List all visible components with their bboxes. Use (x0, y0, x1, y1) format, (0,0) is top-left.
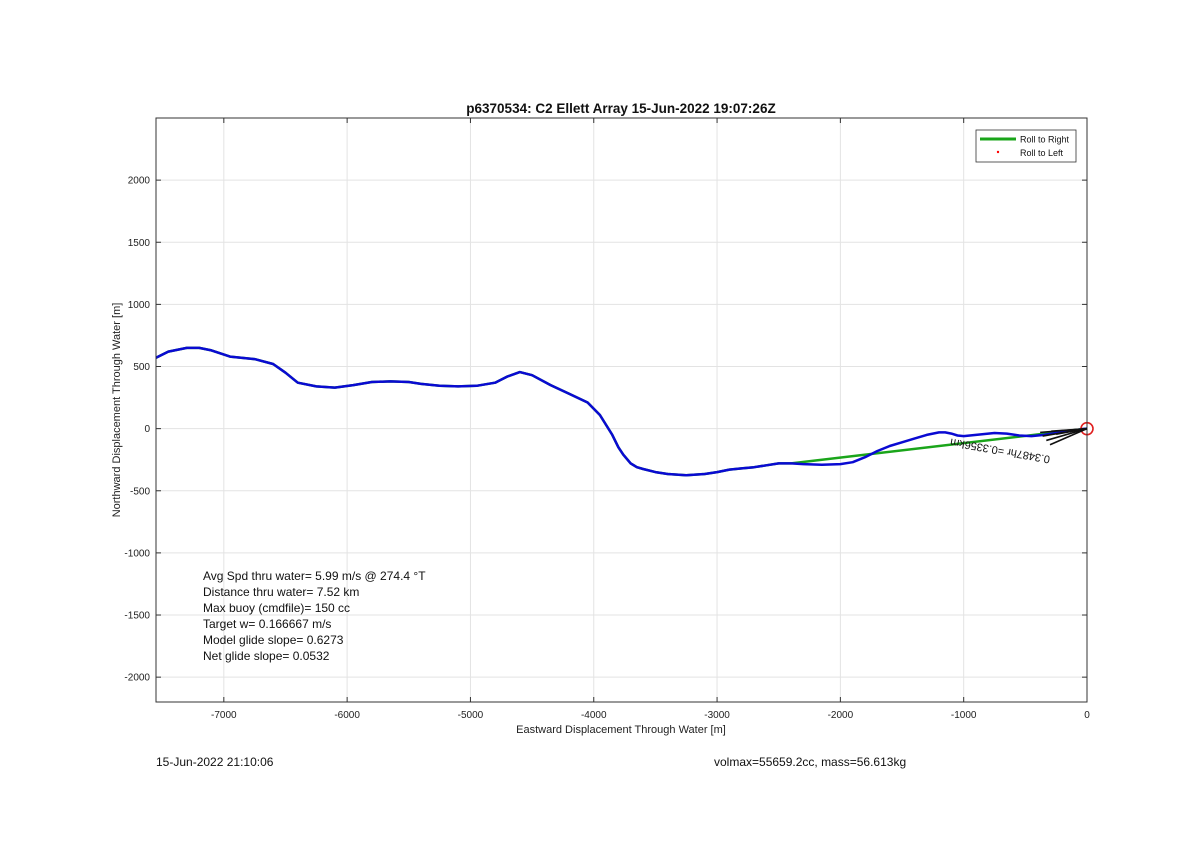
y-tick-label: 500 (133, 362, 150, 373)
y-axis-ticks: -2000 -1500 -1000 -500 0 500 1000 1500 2000 (124, 176, 1087, 684)
y-tick-label: -1000 (124, 548, 150, 559)
y-tick-label: -2000 (124, 673, 150, 684)
y-tick-label: 1000 (128, 300, 151, 311)
y-tick-label: 2000 (128, 176, 151, 187)
x-tick-label: -1000 (951, 710, 977, 721)
footer-date: 15-Jun-2022 21:10:06 (156, 755, 274, 769)
stat-line: Model glide slope= 0.6273 (203, 633, 344, 647)
x-axis-label: Eastward Displacement Through Water [m] (516, 724, 726, 736)
plot-area (156, 118, 1087, 702)
x-tick-label: -2000 (828, 710, 854, 721)
stats-block: Avg Spd thru water= 5.99 m/s @ 274.4 °T D… (203, 569, 426, 663)
stat-line: Net glide slope= 0.0532 (203, 649, 330, 663)
legend-label-roll-left: Roll to Left (1020, 148, 1064, 158)
footer-info: volmax=55659.2cc, mass=56.613kg (714, 755, 907, 769)
legend: Roll to Right Roll to Left (975, 129, 1077, 163)
y-tick-label: 0 (144, 424, 150, 435)
y-tick-label: -500 (130, 486, 150, 497)
y-axis-label: Northward Displacement Through Water [m] (111, 303, 123, 518)
x-tick-label: -7000 (211, 710, 237, 721)
x-tick-label: -3000 (704, 710, 730, 721)
y-tick-label: -1500 (124, 611, 150, 622)
x-tick-label: -5000 (458, 710, 484, 721)
stat-line: Target w= 0.166667 m/s (203, 617, 331, 631)
x-tick-label: -6000 (334, 710, 360, 721)
x-tick-label: 0 (1084, 710, 1090, 721)
vector-arrow (1056, 427, 1088, 436)
chart-title: p6370534: C2 Ellett Array 15-Jun-2022 19… (466, 101, 775, 116)
stat-line: Max buoy (cmdfile)= 150 cc (203, 601, 350, 615)
series-track-line (155, 346, 1088, 477)
stat-line: Distance thru water= 7.52 km (203, 585, 359, 599)
legend-swatch-roll-left (996, 150, 1000, 154)
vector-arrow (1049, 427, 1088, 446)
y-tick-label: 1500 (128, 238, 151, 249)
plot-frame (155, 117, 1088, 703)
legend-box (975, 129, 1077, 163)
legend-label-roll-right: Roll to Right (1020, 135, 1070, 145)
stat-line: Avg Spd thru water= 5.99 m/s @ 274.4 °T (203, 569, 426, 583)
x-tick-label: -4000 (581, 710, 607, 721)
